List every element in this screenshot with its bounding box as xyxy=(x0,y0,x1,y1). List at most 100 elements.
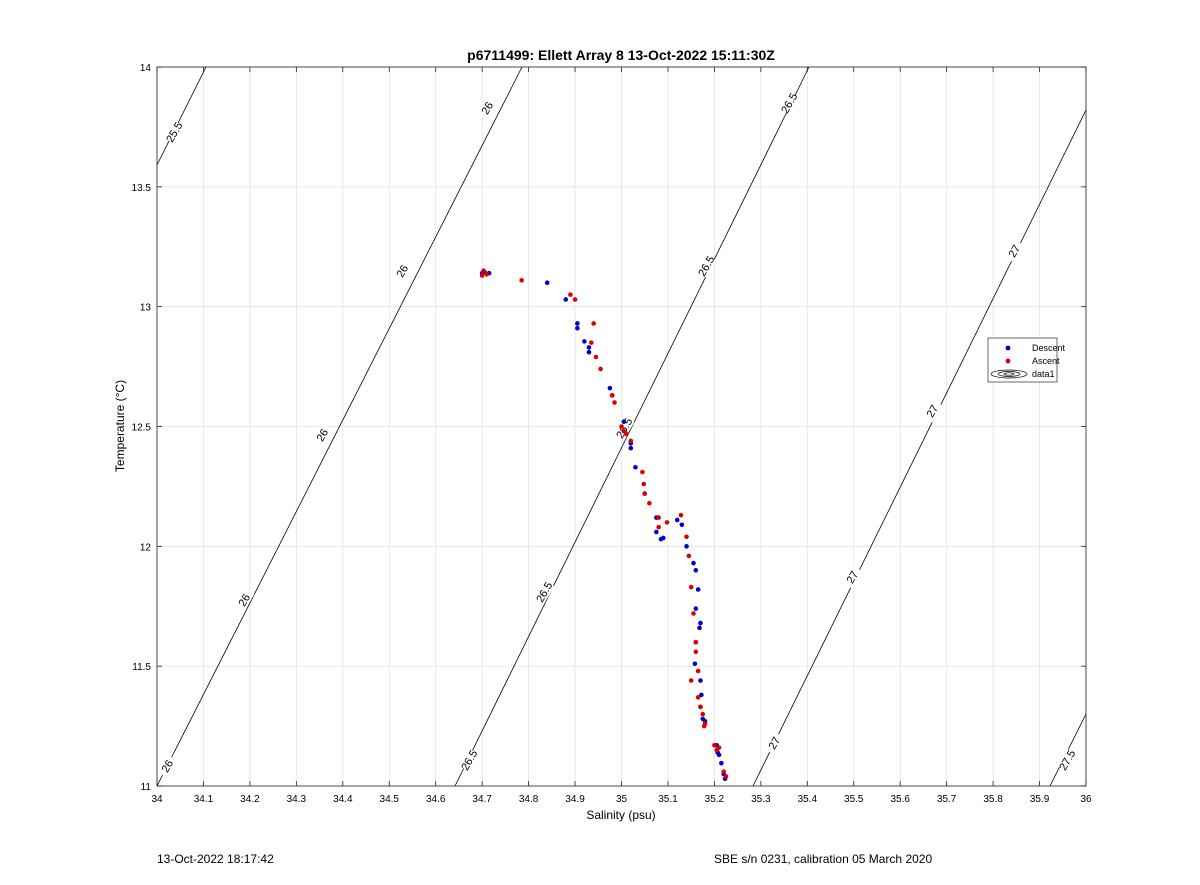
x-tick-label: 35.5 xyxy=(844,794,864,805)
contour-label-bg xyxy=(162,119,185,144)
data-point-descent xyxy=(698,678,703,683)
x-tick-label: 35.8 xyxy=(983,794,1003,805)
data-point-descent xyxy=(716,752,722,758)
x-tick-label: 34.1 xyxy=(194,794,214,805)
data-point-descent xyxy=(628,445,634,451)
y-tick-label: 11.5 xyxy=(132,662,151,673)
x-tick-label: 36 xyxy=(1080,794,1092,805)
data-point-ascent xyxy=(612,400,617,405)
x-tick-label: 34.9 xyxy=(565,794,585,805)
contour-label-bg xyxy=(1055,747,1078,772)
data-point-ascent xyxy=(642,491,648,496)
contour-line xyxy=(156,66,207,166)
data-point-descent xyxy=(607,385,613,391)
contour-label-bg xyxy=(310,422,333,447)
legend-contour-icon xyxy=(990,369,1028,379)
x-axis-ticks: 34 34.1 34.2 34.3 34.4 34.5 34.6 34.7 34.8 34.9 35… xyxy=(151,67,1092,805)
data-point-descent xyxy=(693,568,699,573)
contour-label: 27 xyxy=(767,735,784,752)
data-point-ascent xyxy=(640,469,645,475)
y-tick-label: 12 xyxy=(140,542,152,553)
data-point-ascent xyxy=(593,354,599,360)
x-tick-label: 35.4 xyxy=(798,794,818,805)
legend-descent-label: Descent xyxy=(1032,343,1066,353)
y-axis-label: Temperature (°C) xyxy=(113,380,127,472)
data-point-ascent xyxy=(721,769,726,774)
y-tick-label: 14 xyxy=(140,63,152,74)
data-point-ascent xyxy=(647,500,652,506)
x-tick-label: 35.6 xyxy=(890,794,910,805)
x-tick-label: 35.7 xyxy=(937,794,957,805)
contour-line xyxy=(752,109,1087,787)
contour-label: 26 xyxy=(480,100,497,117)
data-point-descent xyxy=(575,325,580,331)
contour-label: 26 xyxy=(160,758,177,775)
data-point-descent xyxy=(693,606,699,611)
data-point-ascent xyxy=(693,649,699,655)
contour-label-bg xyxy=(475,95,498,120)
contour-label-bg xyxy=(532,579,555,604)
footer-timestamp: 13-Oct-2022 18:17:42 xyxy=(157,852,274,866)
data-point-ascent xyxy=(686,553,692,559)
data-point-descent xyxy=(698,620,703,626)
data-point-descent xyxy=(699,692,704,698)
data-point-ascent xyxy=(598,366,603,372)
data-point-descent xyxy=(586,345,592,350)
contour-label: 26 xyxy=(395,263,412,280)
data-point-ascent xyxy=(572,297,578,302)
y-tick-label: 13 xyxy=(140,303,152,314)
data-point-descent xyxy=(563,297,569,302)
contour-line xyxy=(156,66,523,787)
data-point-descent xyxy=(691,560,696,566)
x-tick-label: 35.2 xyxy=(705,794,725,805)
contour-label: 26 xyxy=(315,427,332,444)
data-point-descent xyxy=(697,625,702,631)
legend-descent-marker xyxy=(1005,345,1011,351)
contour-label-bg xyxy=(762,730,785,755)
data-point-ascent xyxy=(701,723,707,729)
contour-line xyxy=(454,66,810,787)
data-point-ascent xyxy=(716,745,722,750)
data-point-descent xyxy=(719,760,724,766)
data-point-ascent xyxy=(656,524,661,530)
data-point-descent xyxy=(692,661,698,667)
contour-label-bg xyxy=(232,587,255,612)
data-point-descent xyxy=(695,587,701,592)
data-point-descent xyxy=(582,339,587,344)
x-tick-label: 34.6 xyxy=(426,794,446,805)
x-tick-label: 34 xyxy=(151,794,163,805)
data-point-ascent xyxy=(519,278,524,283)
contour-label-bg xyxy=(840,564,863,589)
y-tick-label: 11 xyxy=(141,782,152,793)
contour-label: 26.5 xyxy=(779,91,800,116)
contour-label-bg xyxy=(694,253,717,278)
data-point-descent xyxy=(661,535,666,541)
data-point-ascent xyxy=(664,520,670,525)
legend-box xyxy=(987,337,1058,383)
legend-ascent-marker xyxy=(1005,358,1011,364)
data-point-descent xyxy=(575,321,580,326)
footer-calibration: SBE s/n 0231, calibration 05 March 2020 xyxy=(714,852,933,866)
contour-label-bg xyxy=(390,258,413,283)
data-point-descent xyxy=(684,544,689,549)
contour-label-bg xyxy=(1002,238,1025,263)
legend-data1-label: data1 xyxy=(1032,369,1055,379)
data-point-ascent xyxy=(479,273,485,278)
contour-label-bg xyxy=(155,753,178,778)
data-point-descent xyxy=(621,419,627,425)
x-tick-label: 34.2 xyxy=(240,794,260,805)
x-tick-label: 34.7 xyxy=(472,794,492,805)
x-tick-label: 34.4 xyxy=(333,794,353,805)
data-point-ascent xyxy=(641,481,647,487)
data-point-ascent xyxy=(568,292,573,297)
contour-label: 26 xyxy=(237,592,254,609)
data-point-ascent xyxy=(623,431,629,436)
data-point-ascent xyxy=(684,534,689,540)
data-point-ascent xyxy=(698,704,703,710)
x-tick-label: 35.3 xyxy=(751,794,771,805)
data-point-ascent xyxy=(712,742,717,748)
contour-label: 27 xyxy=(925,403,942,420)
contour-label: 26.5 xyxy=(534,580,555,605)
y-axis-ticks: 11 11.5 12 12.5 13 13.5 14 xyxy=(132,63,1086,793)
y-tick-label: 12.5 xyxy=(132,423,152,434)
